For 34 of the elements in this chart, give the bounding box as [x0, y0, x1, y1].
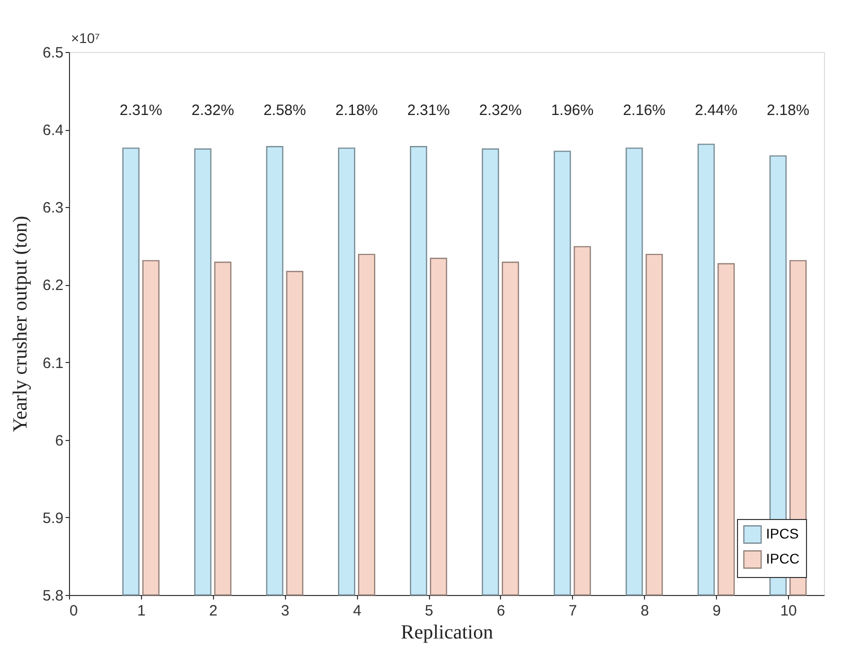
legend-label: IPCS	[766, 526, 799, 542]
x-tick-label: 0	[70, 602, 78, 620]
annotation: 2.18%	[766, 102, 810, 119]
x-tick-label: 5	[424, 602, 434, 620]
legend-label: IPCC	[766, 550, 800, 566]
y-tick-label: 6	[55, 432, 64, 450]
x-tick-label: 4	[352, 602, 362, 620]
annotation: 2.32%	[479, 102, 522, 119]
annotation: 1.96%	[551, 102, 594, 119]
x-axis-title: Replication	[400, 622, 494, 644]
y-tick-label: 6.3	[42, 200, 64, 217]
y-tick-label: 6.4	[42, 122, 64, 140]
x-tick-label: 9	[712, 602, 721, 620]
x-tick-label: 7	[568, 602, 578, 620]
x-tick-label: 8	[640, 602, 649, 620]
annotation: 2.31%	[407, 102, 450, 119]
x-tick-label: 10	[780, 602, 797, 620]
annotation: 2.31%	[120, 102, 162, 119]
y-tick-label: 6.1	[42, 354, 64, 372]
text: ×10⁷	[71, 30, 100, 46]
annotation: 2.18%	[335, 102, 378, 119]
annotation: 2.16%	[622, 102, 666, 119]
annotation: 2.32%	[192, 102, 234, 119]
y-tick-label: 6.2	[42, 277, 64, 294]
annotation: 2.58%	[263, 102, 306, 119]
x-tick-label: 2	[209, 602, 218, 620]
y-tick-label: 5.9	[42, 510, 64, 527]
x-tick-label: 3	[281, 602, 290, 620]
x-tick-label: 1	[137, 602, 146, 620]
x-tick-label: 6	[496, 602, 506, 620]
annotation: 2.44%	[694, 102, 738, 119]
y-tick-label: 5.8	[42, 588, 64, 604]
y-axis-title: Yearly crusher output (ton)	[10, 216, 32, 432]
y-tick-label: 6.5	[42, 44, 64, 62]
